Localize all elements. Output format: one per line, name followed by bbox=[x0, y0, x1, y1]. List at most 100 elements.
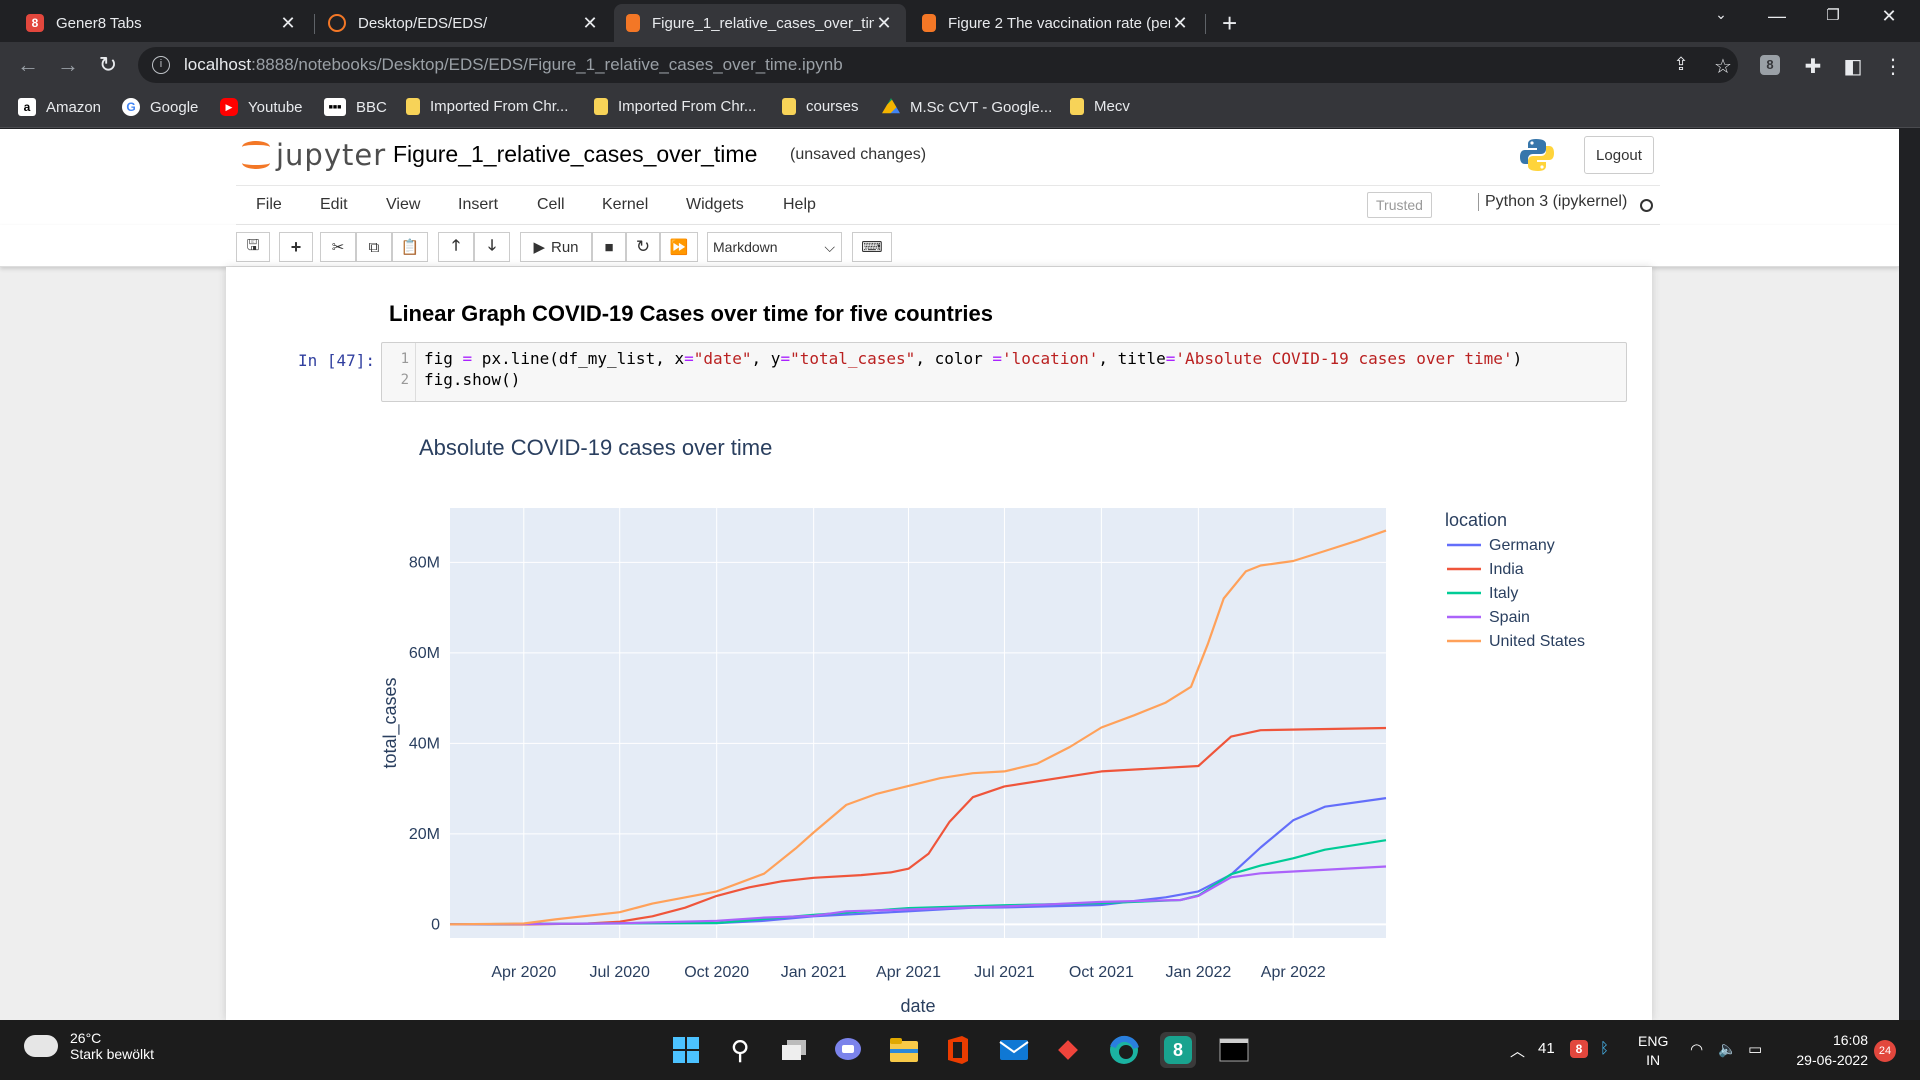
series-line-india[interactable] bbox=[450, 726, 1387, 926]
folder-icon bbox=[594, 98, 608, 115]
bookmark-google-drive[interactable]: M.Sc CVT - Google... bbox=[882, 98, 1052, 116]
anydesk-icon[interactable] bbox=[1050, 1032, 1086, 1068]
tab-figure-1[interactable]: Figure_1_relative_cases_over_time ✕ bbox=[614, 4, 906, 42]
cell-type-value: Markdown bbox=[713, 239, 778, 255]
tab-gener8[interactable]: 8 Gener8 Tabs ✕ bbox=[14, 4, 310, 42]
legend-item-germany[interactable]: Germany bbox=[1447, 537, 1555, 554]
plot-area[interactable] bbox=[450, 508, 1386, 938]
extensions-puzzle-icon[interactable]: ✚ bbox=[1804, 56, 1822, 78]
office-icon[interactable] bbox=[940, 1032, 976, 1068]
logout-button[interactable]: Logout bbox=[1584, 136, 1654, 174]
series-line-united-states[interactable] bbox=[449, 529, 1387, 926]
move-up-icon[interactable]: 🡑 bbox=[438, 232, 474, 262]
bookmark-label: Amazon bbox=[46, 98, 102, 116]
menu-kernel[interactable]: Kernel bbox=[602, 196, 649, 213]
kernel-name[interactable]: Python 3 (ipykernel) bbox=[1478, 193, 1627, 211]
legend-label: Germany bbox=[1489, 537, 1555, 554]
file-explorer-icon[interactable] bbox=[886, 1032, 922, 1068]
close-icon[interactable]: ✕ bbox=[876, 12, 892, 33]
trusted-indicator[interactable]: Trusted bbox=[1367, 192, 1432, 218]
restore-icon[interactable]: ❐ bbox=[1826, 7, 1840, 24]
edge-icon[interactable] bbox=[1106, 1032, 1142, 1068]
code-cell[interactable]: 1 2 fig = px.line(df_my_list, x="date", … bbox=[381, 342, 1627, 402]
bookmark-amazon[interactable]: a Amazon bbox=[18, 98, 101, 116]
close-icon[interactable]: ✕ bbox=[1172, 12, 1188, 33]
menu-file[interactable]: File bbox=[256, 196, 282, 213]
gener8-extension-icon[interactable]: 8 bbox=[1760, 55, 1780, 75]
restart-run-all-icon[interactable]: ⏩ bbox=[660, 232, 698, 262]
new-tab-icon[interactable]: + bbox=[1222, 8, 1238, 38]
notebook-icon bbox=[922, 14, 936, 32]
mail-icon[interactable] bbox=[996, 1032, 1032, 1068]
gener8-browser-icon[interactable]: 8 bbox=[1160, 1032, 1196, 1068]
browser-toolbar: ← → ↻ i localhost:8888/notebooks/Desktop… bbox=[0, 42, 1920, 88]
close-icon[interactable]: ✕ bbox=[280, 12, 296, 33]
cell-type-select[interactable]: Markdown ⌵ bbox=[707, 232, 842, 262]
paste-icon[interactable]: 📋 bbox=[392, 232, 428, 262]
menu-help[interactable]: Help bbox=[783, 196, 816, 213]
teams-chat-icon[interactable] bbox=[830, 1032, 866, 1068]
gener8-tray-icon[interactable]: 8 bbox=[1570, 1040, 1588, 1058]
bookmark-folder-courses[interactable]: courses bbox=[782, 98, 859, 115]
insert-cell-icon[interactable]: + bbox=[279, 232, 313, 262]
bookmark-folder-mecv[interactable]: Mecv bbox=[1070, 98, 1130, 115]
task-view-icon[interactable] bbox=[776, 1032, 812, 1068]
weather-widget[interactable]: 26°C Stark bewölkt bbox=[24, 1029, 154, 1062]
tab-search-icon[interactable]: ⌄ bbox=[1715, 6, 1727, 22]
legend-item-united-states[interactable]: United States bbox=[1447, 633, 1585, 650]
bookmark-youtube[interactable]: ▶ Youtube bbox=[220, 98, 303, 116]
side-panel-icon[interactable]: ◧ bbox=[1843, 56, 1863, 78]
legend-item-india[interactable]: India bbox=[1447, 561, 1524, 578]
minimize-icon[interactable]: — bbox=[1768, 6, 1786, 26]
close-icon[interactable]: ✕ bbox=[582, 12, 598, 33]
notebook-name[interactable]: Figure_1_relative_cases_over_time bbox=[393, 141, 758, 167]
copy-icon[interactable]: ⧉ bbox=[356, 232, 392, 262]
bluetooth-icon[interactable]: ᛒ bbox=[1600, 1040, 1610, 1057]
stop-icon[interactable]: ■ bbox=[592, 232, 626, 262]
bookmark-folder-imported-1[interactable]: Imported From Chr... bbox=[406, 98, 568, 115]
reload-icon[interactable]: ↻ bbox=[98, 52, 118, 77]
save-icon[interactable]: 🖫 bbox=[236, 232, 270, 262]
show-hidden-icons-icon[interactable]: ︿ bbox=[1510, 1043, 1526, 1060]
menu-insert[interactable]: Insert bbox=[458, 196, 499, 213]
series-line-spain[interactable] bbox=[449, 865, 1387, 926]
kebab-menu-icon[interactable]: ⋮ bbox=[1883, 56, 1903, 78]
legend-item-italy[interactable]: Italy bbox=[1447, 585, 1518, 602]
bookmark-google[interactable]: G Google bbox=[122, 98, 198, 116]
tab-figure-2[interactable]: Figure 2 The vaccination rate (per ✕ bbox=[910, 4, 1202, 42]
forward-icon[interactable]: → bbox=[57, 52, 79, 77]
share-icon[interactable]: ⇪ bbox=[1673, 54, 1689, 74]
run-button[interactable]: ▶ Run bbox=[520, 232, 592, 262]
bookmark-folder-imported-2[interactable]: Imported From Chr... bbox=[594, 98, 756, 115]
windows-start-icon[interactable] bbox=[668, 1032, 704, 1068]
tab-desktop-eds[interactable]: Desktop/EDS/EDS/ ✕ bbox=[316, 4, 612, 42]
menu-cell[interactable]: Cell bbox=[537, 196, 565, 213]
search-icon[interactable]: ⚲ bbox=[730, 1034, 750, 1065]
restart-icon[interactable]: ↻ bbox=[626, 232, 660, 262]
back-icon[interactable]: ← bbox=[17, 52, 39, 77]
y-axis-ticks: 0 20M 40M 60M 80M bbox=[409, 554, 440, 933]
legend[interactable]: Germany India Italy Spain United States bbox=[1447, 537, 1585, 650]
menu-edit[interactable]: Edit bbox=[320, 196, 348, 213]
menu-view[interactable]: View bbox=[386, 196, 421, 213]
window-close-icon[interactable]: ✕ bbox=[1881, 6, 1897, 26]
legend-item-spain[interactable]: Spain bbox=[1447, 609, 1530, 626]
keyboard-icon[interactable]: ⌨ bbox=[852, 232, 892, 262]
volume-icon[interactable]: 🔈 bbox=[1718, 1041, 1737, 1058]
plotly-line-chart[interactable]: Absolute COVID-19 cases over time Apr 20… bbox=[381, 412, 1611, 1020]
bookmark-bbc[interactable]: ■■■ BBC bbox=[324, 98, 387, 116]
wifi-icon[interactable]: ◠ bbox=[1690, 1041, 1704, 1058]
language-indicator[interactable]: ENG IN bbox=[1638, 1032, 1668, 1070]
notification-badge[interactable]: 24 bbox=[1874, 1040, 1896, 1062]
menu-widgets[interactable]: Widgets bbox=[686, 196, 744, 213]
move-down-icon[interactable]: 🡓 bbox=[474, 232, 510, 262]
site-info-icon[interactable]: i bbox=[152, 56, 170, 74]
cut-icon[interactable]: ✂ bbox=[320, 232, 356, 262]
markdown-heading[interactable]: Linear Graph COVID-19 Cases over time fo… bbox=[389, 301, 993, 326]
battery-icon[interactable]: ▭ bbox=[1748, 1041, 1763, 1058]
bookmark-star-icon[interactable]: ☆ bbox=[1714, 56, 1732, 78]
terminal-icon[interactable] bbox=[1216, 1032, 1252, 1068]
address-bar[interactable]: i localhost:8888/notebooks/Desktop/EDS/E… bbox=[138, 47, 1738, 83]
system-clock[interactable]: 16:08 29-06-2022 bbox=[1778, 1030, 1868, 1070]
jupyter-logo[interactable]: jupyter bbox=[242, 137, 386, 173]
